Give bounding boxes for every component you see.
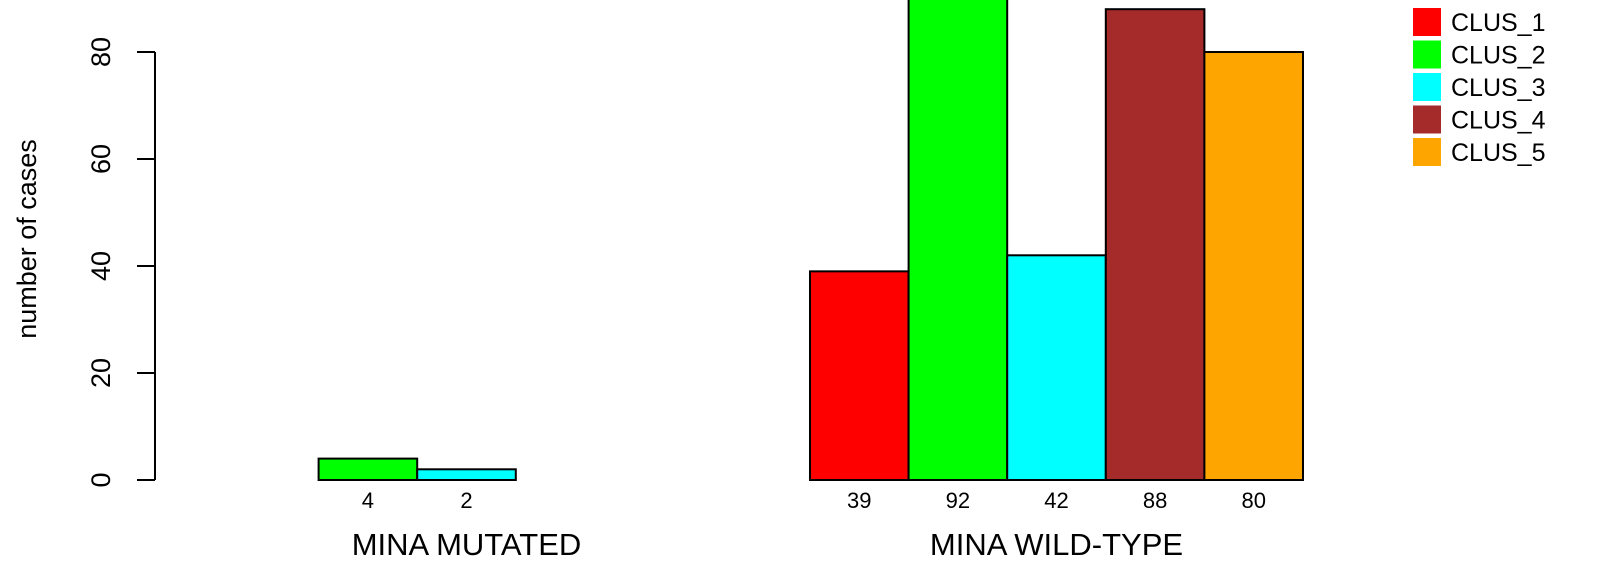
y-tick-label: 20 — [86, 358, 116, 388]
legend-label: CLUS_1 — [1451, 9, 1546, 37]
y-tick-label: 0 — [86, 472, 116, 487]
bar-value-label: 39 — [847, 488, 871, 513]
legend-swatch — [1413, 73, 1441, 101]
group-labels: MINA MUTATED MINA WILD-TYPE — [352, 527, 1183, 562]
bar-clus-3 — [416, 468, 517, 481]
bar-value-label: 42 — [1044, 488, 1068, 513]
bars: 4 2 39 92 42 88 80 — [317, 0, 1305, 513]
y-axis: 0 20 40 60 80 — [86, 37, 156, 488]
legend-label: CLUS_3 — [1451, 74, 1546, 102]
bar-value-label: 4 — [362, 488, 374, 513]
bar-clus-2 — [907, 0, 1009, 481]
y-axis-label: number of cases — [12, 139, 42, 339]
legend-swatch — [1413, 8, 1441, 36]
bar-clus-1 — [809, 270, 910, 481]
legend-label: CLUS_2 — [1451, 42, 1546, 70]
bar-clus-3 — [1006, 254, 1107, 481]
legend-label: CLUS_5 — [1451, 139, 1546, 167]
legend-label: CLUS_4 — [1451, 107, 1546, 135]
bar-value-label: 2 — [460, 488, 472, 513]
legend-swatch — [1413, 40, 1441, 69]
bar-clus-5 — [1203, 51, 1305, 481]
bar-clus-4 — [1104, 8, 1206, 481]
group-label: MINA WILD-TYPE — [930, 527, 1183, 562]
y-tick-label: 80 — [86, 37, 116, 67]
bar-value-label: 88 — [1143, 488, 1167, 513]
legend: CLUS_1 CLUS_2 CLUS_3 CLUS_4 CLUS_5 — [1413, 8, 1546, 167]
bar-clus-2 — [317, 457, 419, 482]
bar-value-label: 80 — [1241, 488, 1265, 513]
bar-value-label: 92 — [946, 488, 970, 513]
y-tick-label: 60 — [86, 144, 116, 174]
y-tick-label: 40 — [86, 251, 116, 281]
group-label: MINA MUTATED — [352, 527, 582, 562]
legend-swatch — [1413, 105, 1441, 134]
legend-swatch — [1413, 138, 1441, 166]
